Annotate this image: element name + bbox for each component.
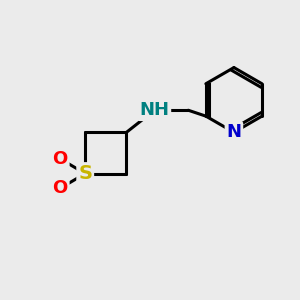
Text: S: S	[78, 164, 92, 183]
Text: N: N	[226, 123, 242, 141]
Text: O: O	[52, 179, 68, 197]
Text: NH: NH	[140, 101, 169, 119]
Text: O: O	[52, 150, 68, 168]
